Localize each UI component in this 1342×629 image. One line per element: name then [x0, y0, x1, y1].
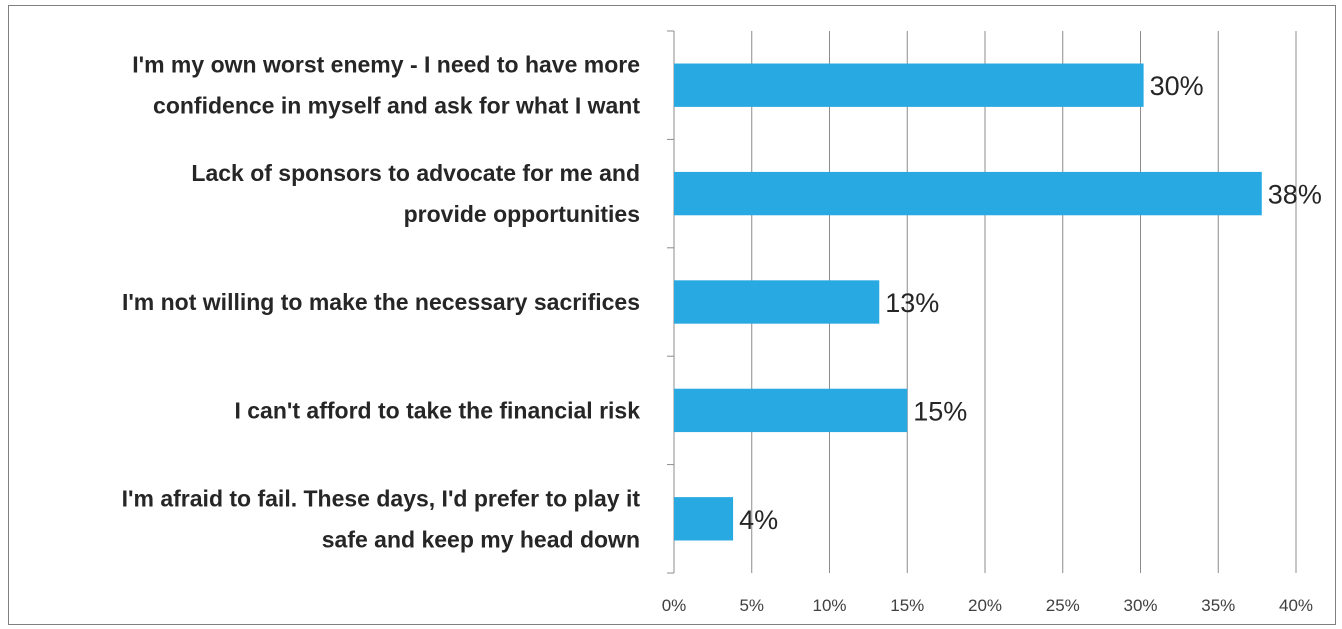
bar-1 — [674, 171, 1262, 216]
bar-2 — [674, 280, 880, 324]
data-label-3: 15% — [913, 396, 967, 426]
category-label-4-line-0: I'm afraid to fail. These days, I'd pref… — [122, 485, 641, 511]
bar-4 — [674, 497, 734, 541]
category-label-4-line-1: safe and keep my head down — [322, 526, 640, 552]
x-tick-label-7: 35% — [1201, 596, 1235, 615]
data-label-2: 13% — [885, 288, 939, 318]
data-label-1: 38% — [1268, 180, 1322, 210]
x-tick-label-2: 10% — [812, 596, 846, 615]
category-label-0-line-0: I'm my own worst enemy - I need to have … — [132, 52, 640, 78]
data-label-4: 4% — [739, 505, 778, 535]
chart-frame — [8, 5, 1336, 625]
bar-3 — [674, 388, 908, 433]
x-tick-label-6: 30% — [1123, 596, 1157, 615]
x-tick-label-0: 0% — [662, 596, 687, 615]
category-label-0-line-1: confidence in myself and ask for what I … — [153, 93, 640, 119]
x-tick-label-3: 15% — [890, 596, 924, 615]
category-label-1-line-0: Lack of sponsors to advocate for me and — [191, 160, 640, 186]
data-label-0: 30% — [1150, 71, 1204, 101]
x-tick-label-1: 5% — [739, 596, 764, 615]
category-label-1-line-1: provide opportunities — [404, 201, 640, 227]
x-tick-label-4: 20% — [968, 596, 1002, 615]
category-label-2-line-0: I'm not willing to make the necessary sa… — [122, 289, 640, 315]
x-tick-label-8: 40% — [1279, 596, 1313, 615]
bar-0 — [674, 63, 1144, 107]
category-label-3-line-0: I can't afford to take the financial ris… — [234, 397, 640, 423]
x-tick-label-5: 25% — [1046, 596, 1080, 615]
